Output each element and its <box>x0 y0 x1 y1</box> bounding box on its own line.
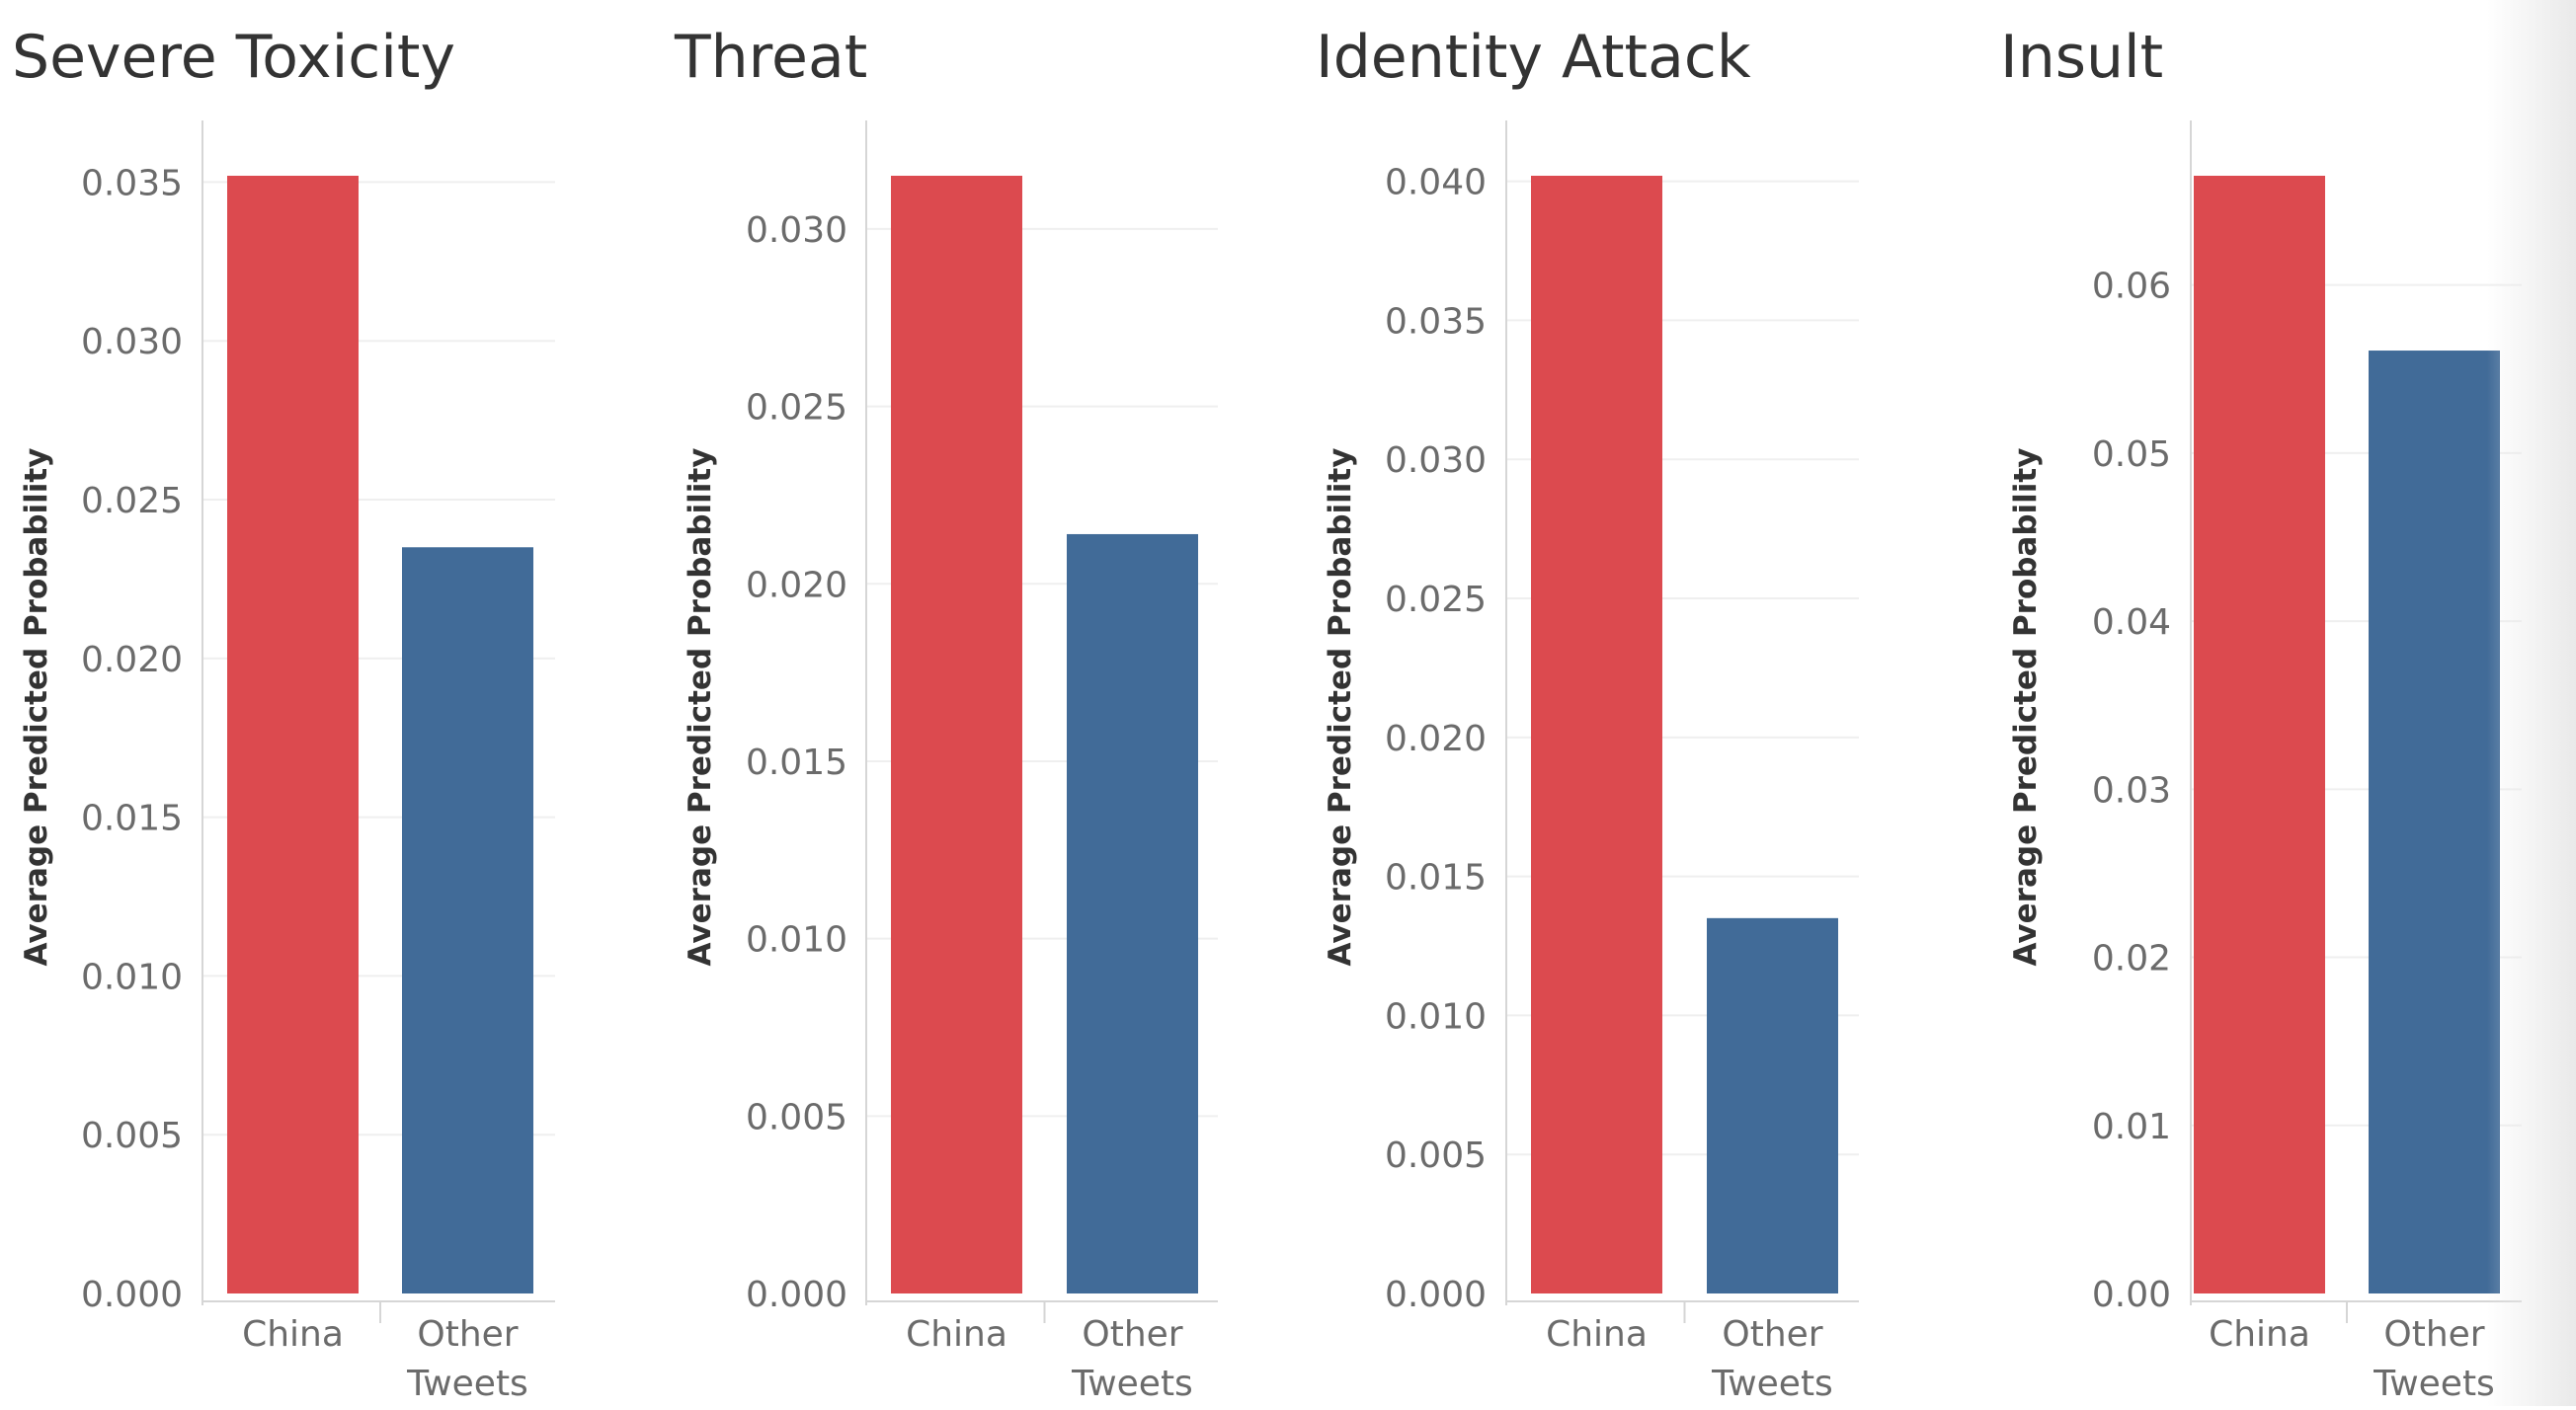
y-tick-label: 0.00 <box>2092 1275 2171 1315</box>
bar-china <box>891 176 1022 1293</box>
y-tick-label: 0.020 <box>81 640 183 680</box>
x-tick-label: Tweets <box>1711 1364 1833 1404</box>
y-tick-label: 0.06 <box>2092 267 2171 307</box>
y-tick-label: 0.015 <box>1385 858 1487 899</box>
x-tick-label: Other <box>2383 1314 2484 1355</box>
y-tick-label: 0.030 <box>1385 440 1487 481</box>
chart-panel-3: Identity Attack Average Predicted Probabi… <box>1316 23 1859 1404</box>
y-tick-label: 0.005 <box>746 1097 847 1137</box>
edge-shade <box>2487 0 2576 1406</box>
y-tick-label: 0.02 <box>2092 939 2171 979</box>
y-tick-label: 0.005 <box>1385 1136 1487 1176</box>
y-tick-label: 0.025 <box>81 481 183 521</box>
x-tick-label: Tweets <box>1071 1364 1193 1404</box>
y-tick-label: 0.005 <box>81 1116 183 1156</box>
y-tick-label: 0.03 <box>2092 770 2171 811</box>
y-tick-label: 0.010 <box>81 957 183 997</box>
y-tick-label: 0.040 <box>1385 163 1487 203</box>
y-tick-label: 0.010 <box>1385 996 1487 1037</box>
y-tick-label: 0.035 <box>81 163 183 203</box>
chart-panel-1: Severe Toxicity Average Predicted Probabi… <box>12 23 555 1404</box>
y-axis-label: Average Predicted Probability <box>2008 448 2044 967</box>
x-tick-label: Other <box>1722 1314 1822 1355</box>
bar-china <box>227 176 359 1293</box>
y-tick-label: 0.05 <box>2092 434 2171 475</box>
y-tick-label: 0.030 <box>746 210 847 251</box>
y-tick-label: 0.04 <box>2092 602 2171 643</box>
x-tick-label: Other <box>1082 1314 1182 1355</box>
chart-title: Severe Toxicity <box>12 23 455 92</box>
y-axis-label: Average Predicted Probability <box>683 448 718 967</box>
y-tick-label: 0.030 <box>81 322 183 362</box>
bar-other-tweets <box>402 547 533 1293</box>
y-tick-label: 0.020 <box>1385 719 1487 759</box>
x-tick-label: China <box>2209 1314 2310 1355</box>
y-tick-label: 0.000 <box>81 1275 183 1315</box>
y-tick-label: 0.01 <box>2092 1107 2171 1147</box>
bar-china <box>1531 176 1662 1293</box>
chart-title: Identity Attack <box>1316 23 1751 92</box>
bar-other-tweets <box>2369 351 2500 1294</box>
x-tick-label: Tweets <box>2373 1364 2495 1404</box>
chart-title: Insult <box>2000 23 2163 92</box>
y-tick-label: 0.000 <box>1385 1275 1487 1315</box>
x-tick-label: Other <box>417 1314 518 1355</box>
bar-china <box>2194 176 2325 1293</box>
bar-other-tweets <box>1707 917 1838 1293</box>
chart-panel-2: Threat Average Predicted Probability 0.000… <box>674 23 1218 1404</box>
x-tick-label: China <box>906 1314 1007 1355</box>
y-tick-label: 0.025 <box>1385 580 1487 620</box>
chart-panel-4: Insult Average Predicted Probability 0.00 0… <box>2000 23 2522 1404</box>
y-tick-label: 0.035 <box>1385 301 1487 342</box>
x-tick-label: China <box>1546 1314 1648 1355</box>
y-axis-label: Average Predicted Probability <box>1323 448 1358 967</box>
y-tick-label: 0.025 <box>746 388 847 429</box>
y-tick-label: 0.020 <box>746 565 847 605</box>
chart-title: Threat <box>674 23 867 92</box>
y-tick-label: 0.015 <box>746 743 847 783</box>
x-tick-label: China <box>242 1314 344 1355</box>
bar-other-tweets <box>1067 533 1198 1293</box>
y-tick-label: 0.000 <box>746 1275 847 1315</box>
y-axis-label: Average Predicted Probability <box>19 448 54 967</box>
y-tick-label: 0.015 <box>81 799 183 839</box>
x-tick-label: Tweets <box>406 1364 528 1404</box>
y-tick-label: 0.010 <box>746 920 847 961</box>
